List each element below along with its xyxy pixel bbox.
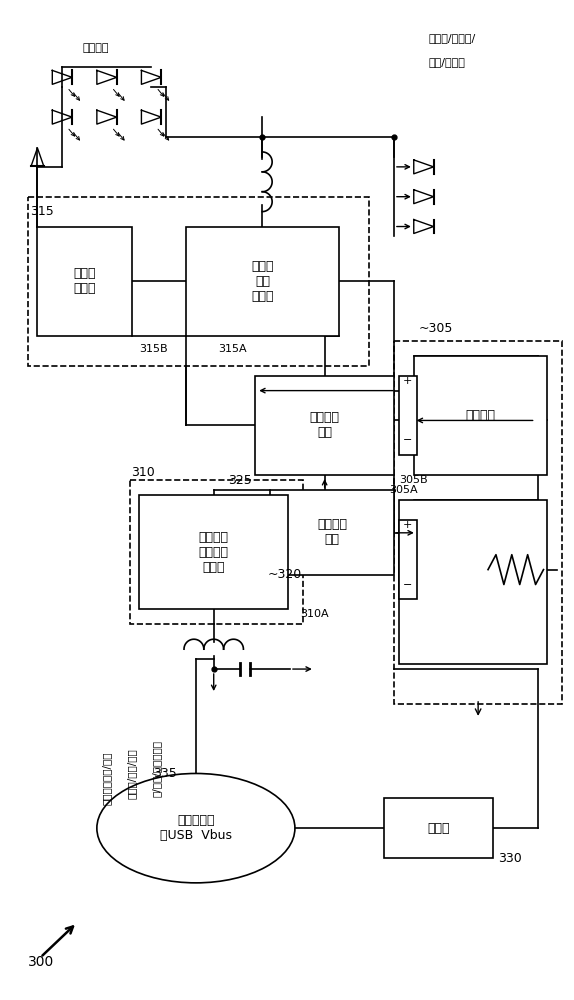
Text: 300: 300: [28, 955, 54, 969]
Text: −: −: [403, 580, 412, 590]
FancyBboxPatch shape: [414, 356, 548, 475]
Text: （音频/闪光灯/: （音频/闪光灯/: [429, 33, 476, 43]
Text: 直流对
直流
转换器: 直流对 直流 转换器: [251, 260, 274, 303]
FancyBboxPatch shape: [384, 798, 493, 858]
Text: −: −: [403, 435, 412, 445]
FancyBboxPatch shape: [186, 227, 339, 336]
FancyBboxPatch shape: [399, 500, 548, 664]
Text: 降压式直
流对直流
转换器: 降压式直 流对直流 转换器: [199, 531, 228, 574]
Text: 305B: 305B: [399, 475, 428, 485]
Text: 处理器/核心/存储: 处理器/核心/存储: [127, 748, 137, 799]
Text: 充电器: 充电器: [427, 822, 450, 835]
Text: +: +: [403, 376, 412, 386]
FancyBboxPatch shape: [139, 495, 288, 609]
Text: 310: 310: [131, 466, 156, 479]
FancyBboxPatch shape: [399, 520, 417, 599]
Text: ~320: ~320: [267, 568, 301, 581]
Text: 315: 315: [30, 205, 55, 218]
Text: 主要电池: 主要电池: [466, 409, 495, 422]
Text: 305A: 305A: [389, 485, 418, 495]
Text: 相机/显示）: 相机/显示）: [429, 57, 466, 67]
Text: （中央处理器/图形: （中央处理器/图形: [102, 752, 112, 805]
Text: 315A: 315A: [219, 344, 247, 354]
Text: 器/射频/输入输出）: 器/射频/输入输出）: [152, 740, 161, 797]
Text: 335: 335: [153, 767, 177, 780]
Text: ~305: ~305: [418, 322, 453, 335]
Text: （背光）: （背光）: [82, 43, 108, 53]
Text: 310A: 310A: [300, 609, 328, 619]
Ellipse shape: [97, 773, 295, 883]
FancyBboxPatch shape: [255, 376, 394, 475]
Text: +: +: [403, 520, 412, 530]
Text: 能量传递
电路: 能量传递 电路: [317, 518, 347, 546]
Text: 315B: 315B: [139, 344, 168, 354]
Text: 330: 330: [498, 852, 522, 864]
Text: 升压式
转换器: 升压式 转换器: [73, 267, 96, 295]
FancyBboxPatch shape: [399, 376, 417, 455]
Text: 电源选择
电路: 电源选择 电路: [309, 411, 340, 439]
FancyBboxPatch shape: [270, 490, 394, 575]
Text: 交流转接器
或USB  Vbus: 交流转接器 或USB Vbus: [160, 814, 232, 842]
FancyBboxPatch shape: [37, 227, 131, 336]
Text: 325: 325: [228, 474, 253, 487]
